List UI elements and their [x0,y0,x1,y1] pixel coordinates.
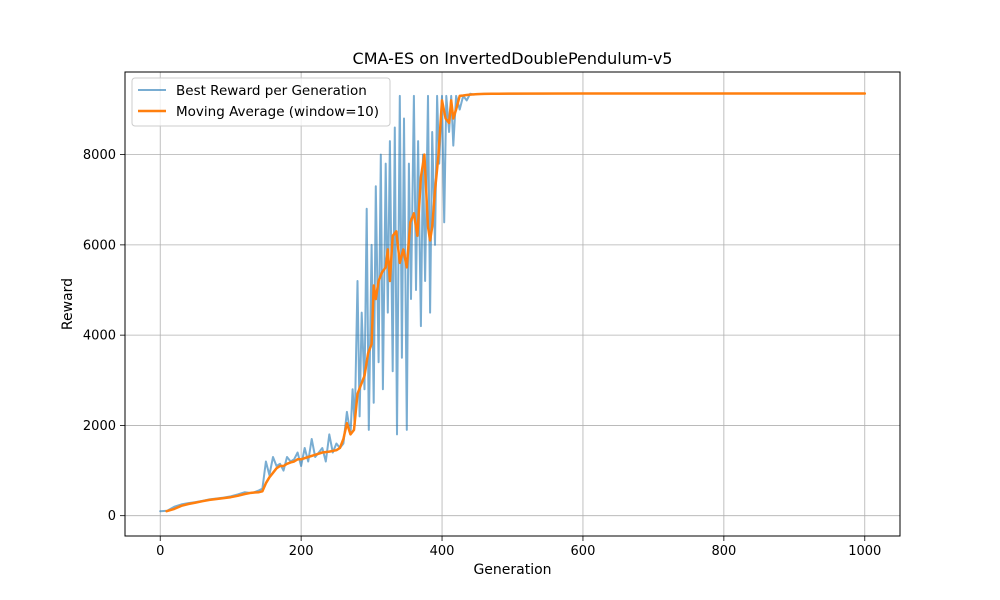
ticks: 0 200 400 600 800 1000 0 2000 4000 6000 8000 [83,148,881,559]
x-tick-label: 400 [430,544,455,559]
plot-area [125,72,900,536]
y-tick-label: 8000 [83,148,116,163]
chart-title: CMA-ES on InvertedDoublePendulum-v5 [353,49,673,68]
x-axis-label: Generation [473,562,551,578]
legend-label-best-reward: Best Reward per Generation [176,83,367,99]
y-tick-label: 6000 [83,238,116,253]
x-tick-label: 600 [571,544,596,559]
x-tick-label: 200 [289,544,314,559]
y-tick-label: 4000 [83,329,116,344]
x-tick-label: 1000 [848,544,881,559]
legend-box [131,77,391,127]
y-axis-label: Reward [60,278,76,330]
legend-label-moving-average: Moving Average (window=10) [176,104,379,120]
y-tick-label: 2000 [83,419,116,434]
x-tick-label: 0 [156,544,164,559]
y-tick-label: 0 [108,509,116,524]
x-tick-label: 800 [711,544,736,559]
plot-frame [124,71,901,537]
legend: Best Reward per Generation Moving Averag… [131,77,391,127]
series-line-moving-average [165,92,867,513]
series-layer [159,92,867,513]
